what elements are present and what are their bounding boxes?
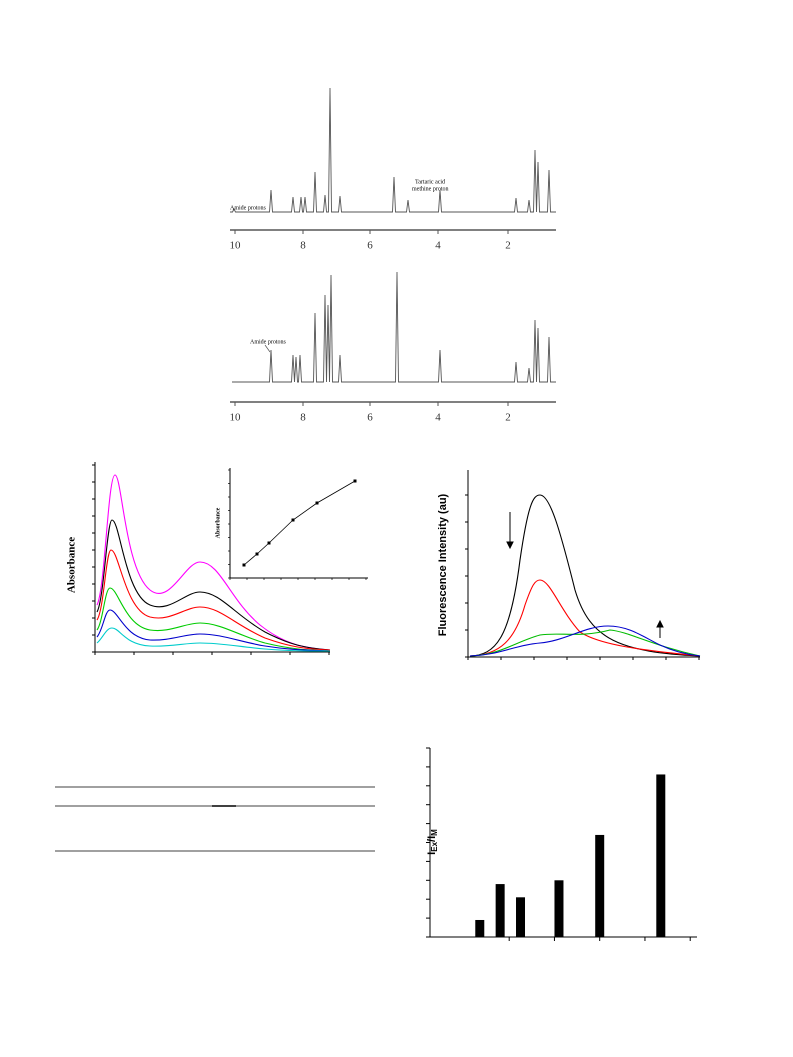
curve bbox=[96, 474, 331, 651]
bar bbox=[554, 880, 564, 937]
annotation: methine proton bbox=[412, 186, 449, 192]
point bbox=[267, 541, 271, 545]
curve bbox=[96, 549, 331, 651]
bar bbox=[595, 834, 605, 937]
curve bbox=[96, 627, 331, 652]
x-tick-label: 6 bbox=[367, 412, 373, 424]
inset-y-label: Absorbance bbox=[215, 507, 221, 538]
bar bbox=[475, 919, 485, 937]
arrows bbox=[506, 512, 664, 638]
bar bbox=[495, 884, 505, 937]
x-tick-label: 2 bbox=[505, 412, 511, 424]
inset-points bbox=[242, 479, 357, 567]
bar bbox=[516, 897, 526, 937]
y-axis-label: IEx/IM bbox=[426, 829, 439, 855]
x-tick-label: 8 bbox=[300, 240, 306, 252]
x-tick-label: 10 bbox=[230, 240, 242, 252]
curve bbox=[96, 519, 331, 651]
y-axis-label: Absorbance bbox=[66, 537, 78, 593]
inset-axes bbox=[229, 468, 368, 579]
absorbance-curves bbox=[96, 474, 331, 652]
x-tick-label: 10 bbox=[230, 412, 242, 424]
annotation: Tartaric acid bbox=[415, 179, 445, 185]
x-tick-label: 2 bbox=[505, 240, 511, 252]
curve bbox=[96, 609, 331, 652]
curve bbox=[469, 494, 701, 657]
point bbox=[353, 479, 357, 483]
curve bbox=[469, 629, 701, 657]
nmr-spectrum bbox=[232, 271, 556, 383]
inset-line bbox=[243, 480, 356, 566]
curve bbox=[96, 587, 331, 652]
curve bbox=[469, 579, 701, 657]
point bbox=[242, 563, 246, 567]
arrowhead bbox=[656, 619, 664, 628]
fluorescence-curves bbox=[469, 494, 701, 657]
axes bbox=[467, 470, 700, 658]
arrowhead bbox=[506, 541, 514, 550]
axes bbox=[94, 462, 330, 653]
bar bbox=[656, 774, 666, 937]
point bbox=[291, 518, 295, 522]
point bbox=[255, 552, 259, 556]
annotation: Amide protons bbox=[250, 339, 286, 345]
point bbox=[315, 501, 319, 505]
annotation: Amide protons bbox=[230, 205, 266, 211]
x-tick-label: 6 bbox=[367, 240, 373, 252]
y-axis-label: Fluorescence Intensity (au) bbox=[437, 493, 449, 636]
curve bbox=[469, 625, 701, 657]
x-tick-label: 4 bbox=[435, 412, 441, 424]
x-tick-label: 4 bbox=[435, 240, 441, 252]
x-tick-label: 8 bbox=[300, 412, 306, 424]
nmr-spectrum bbox=[230, 87, 556, 213]
arrow bbox=[264, 344, 271, 353]
